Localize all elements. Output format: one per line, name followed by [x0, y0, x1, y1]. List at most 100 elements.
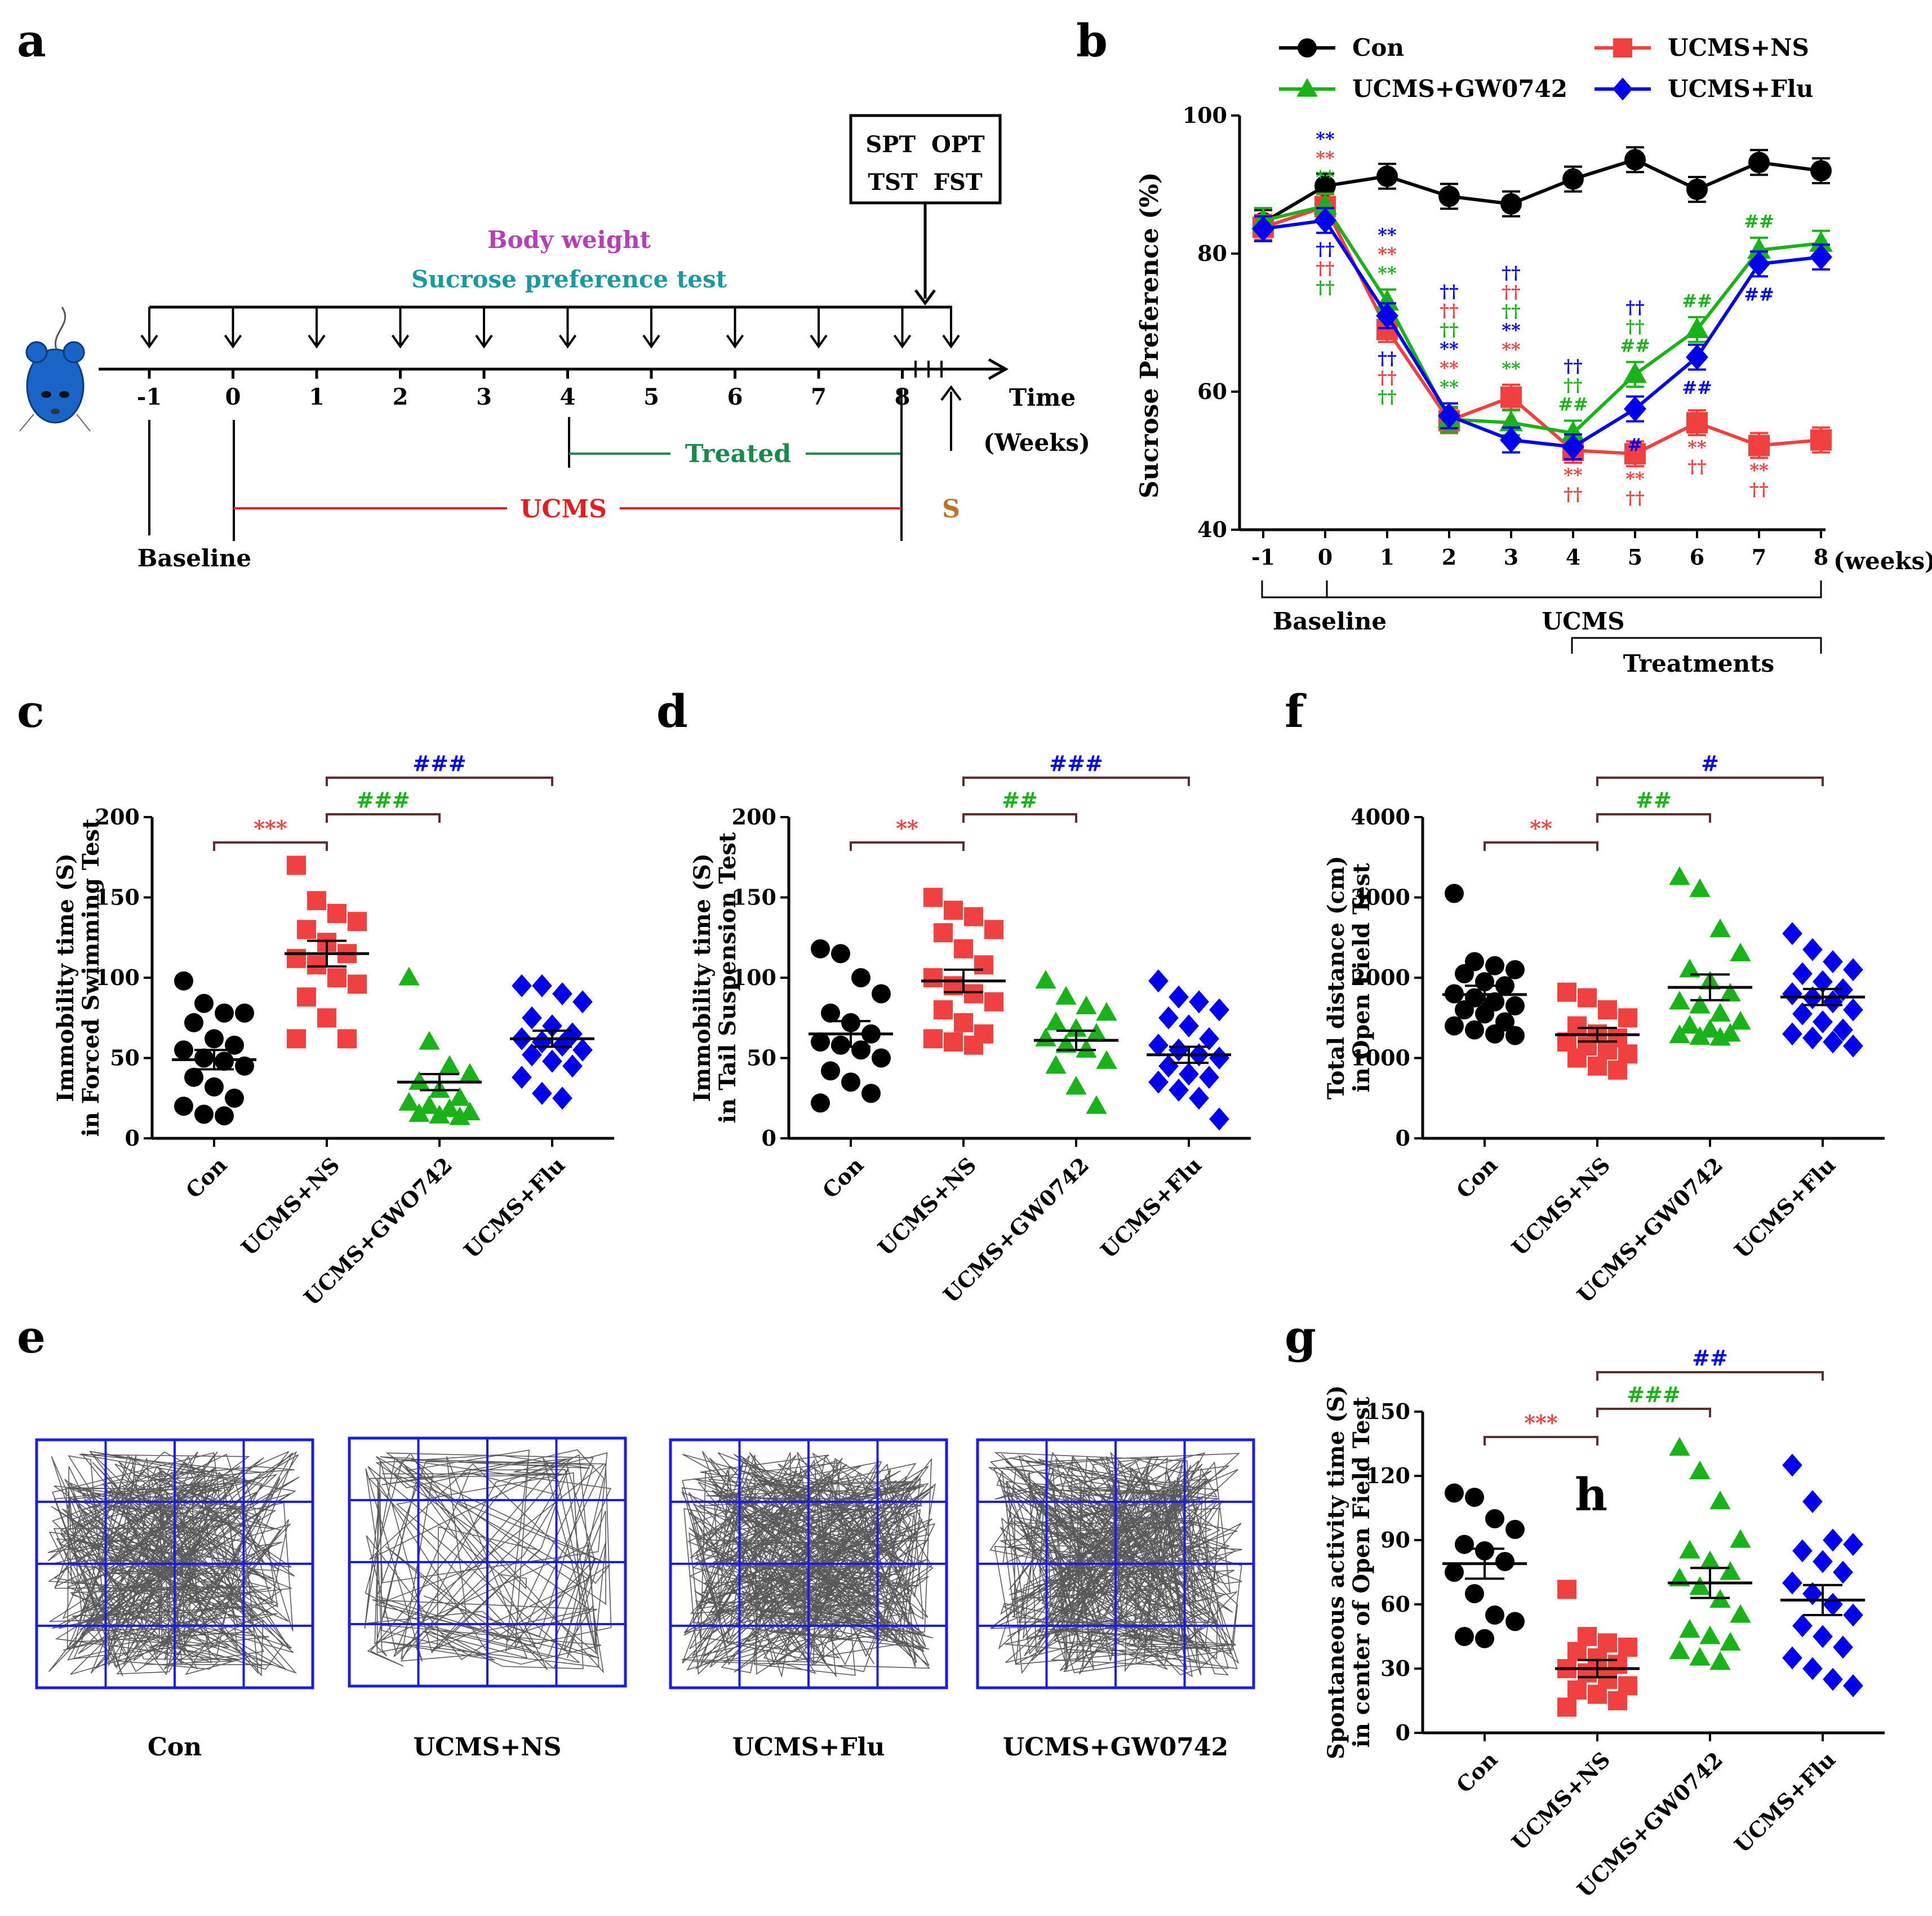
data-point	[1669, 1024, 1690, 1044]
data-point	[439, 1098, 460, 1117]
box-line2: TST FST	[868, 169, 983, 196]
data-point	[1823, 1528, 1843, 1552]
sig-text: **	[1530, 815, 1552, 841]
ytick-label: 0	[125, 1125, 140, 1151]
data-point	[1169, 1038, 1189, 1062]
data-point	[1833, 1018, 1853, 1042]
data-point	[1720, 1631, 1741, 1651]
sig-text: ***	[1524, 1410, 1558, 1435]
body-weight-label: Body weight	[487, 226, 651, 254]
data-point	[1730, 1010, 1751, 1030]
sig-annotation: **	[1440, 338, 1459, 360]
sig-bracket	[326, 813, 441, 823]
series-point	[1313, 193, 1337, 215]
data-point	[1158, 1006, 1179, 1030]
panel-g-label: g	[1285, 1310, 1316, 1363]
data-point	[1076, 1039, 1097, 1058]
data-point	[1679, 1014, 1700, 1034]
sampling-arrow-head	[140, 334, 158, 349]
ytick-label: 200	[732, 804, 776, 830]
ylabel-line1: Spontaneous activity time (S)	[1323, 1385, 1349, 1759]
series-point	[1809, 230, 1833, 252]
data-point	[1843, 958, 1863, 982]
track-map-label: UCMS+Flu	[732, 1733, 885, 1762]
series-point	[1376, 165, 1398, 187]
data-point	[1782, 982, 1802, 1005]
data-point	[429, 1105, 450, 1124]
series-point	[1624, 443, 1646, 465]
data-point	[1689, 1460, 1711, 1479]
data-point	[1843, 1674, 1863, 1697]
tick-label: 2	[393, 384, 408, 410]
sig-annotation: ##	[1682, 377, 1712, 398]
data-point	[1669, 1640, 1690, 1660]
data-point	[964, 1035, 983, 1055]
data-point	[1720, 982, 1741, 1002]
data-point	[174, 1040, 193, 1060]
sig-annotation: ††	[1378, 367, 1396, 388]
data-point	[1179, 1062, 1199, 1086]
b-xtick-label: 8	[1814, 544, 1828, 570]
data-point	[984, 920, 1003, 939]
sig-text: **	[896, 815, 918, 841]
data-point	[1843, 1034, 1863, 1058]
data-point	[439, 1055, 460, 1074]
track-path	[681, 1451, 936, 1678]
ylabel-line2: in Forced Swimming Test	[78, 818, 104, 1137]
b-axes: 40 60 80 100 -1 0 1 2 3 4 5 6 7 8	[1183, 103, 1829, 570]
category-label: Con	[1451, 1747, 1503, 1798]
b-ucms-bracket	[1326, 580, 1822, 598]
tick-label: 1	[309, 384, 325, 410]
series-point	[1686, 412, 1708, 434]
legend-marker	[1296, 78, 1318, 97]
sampling-arrow-head	[810, 334, 828, 349]
data-point	[1843, 998, 1863, 1022]
data-point	[1055, 986, 1077, 1005]
data-point	[1557, 982, 1576, 1002]
tick-label: -1	[137, 384, 162, 410]
sig-annotation: **	[1625, 468, 1645, 489]
data-point	[419, 1031, 440, 1050]
data-point	[522, 1006, 542, 1030]
data-point	[1709, 1027, 1731, 1046]
data-point	[1833, 1560, 1853, 1584]
b-ylabel: Sucrose Preference (%)	[1135, 172, 1164, 498]
data-point	[1035, 1027, 1056, 1046]
ytick-label: 150	[1366, 1399, 1410, 1424]
sig-annotation: ††	[1502, 300, 1520, 322]
data-point	[1669, 991, 1690, 1010]
time-axis-arrowhead	[988, 358, 1009, 380]
series-point	[1624, 149, 1646, 171]
data-point	[1669, 866, 1690, 885]
s-arrow-head	[940, 385, 962, 401]
sig-annotation: **	[1316, 147, 1335, 168]
data-point	[1567, 1048, 1587, 1068]
data-point	[1813, 970, 1833, 994]
ytick-label: 100	[95, 965, 140, 990]
data-point	[1669, 1437, 1690, 1456]
data-point	[1802, 1657, 1823, 1680]
category-label: UCMS+NS	[236, 1152, 344, 1261]
data-point	[984, 992, 1003, 1012]
s-label: S	[942, 495, 960, 524]
data-point	[1209, 1107, 1229, 1131]
sampling-arrow-head	[642, 334, 660, 349]
ytick-label: 60	[1380, 1591, 1410, 1617]
b-ytick-label: 80	[1197, 241, 1227, 266]
data-point	[1608, 1060, 1627, 1080]
data-point	[831, 1035, 850, 1055]
series-point	[1561, 420, 1585, 442]
data-point	[1792, 1002, 1813, 1026]
ylabel-line1: Immobility time (S)	[689, 853, 716, 1102]
data-point	[1465, 1584, 1484, 1603]
weeks-label: (Weeks)	[983, 429, 1090, 456]
series-point	[1810, 244, 1832, 270]
panel-e-label: e	[17, 1310, 46, 1363]
series-point	[1499, 410, 1523, 432]
ytick-label: 30	[1380, 1656, 1410, 1681]
ylabel-line2: in center of Open Field Test	[1348, 1396, 1375, 1748]
ytick-label: 50	[747, 1045, 776, 1071]
data-point	[1209, 998, 1229, 1022]
data-point	[1588, 1684, 1607, 1704]
ytick-label: 0	[1396, 1720, 1410, 1745]
